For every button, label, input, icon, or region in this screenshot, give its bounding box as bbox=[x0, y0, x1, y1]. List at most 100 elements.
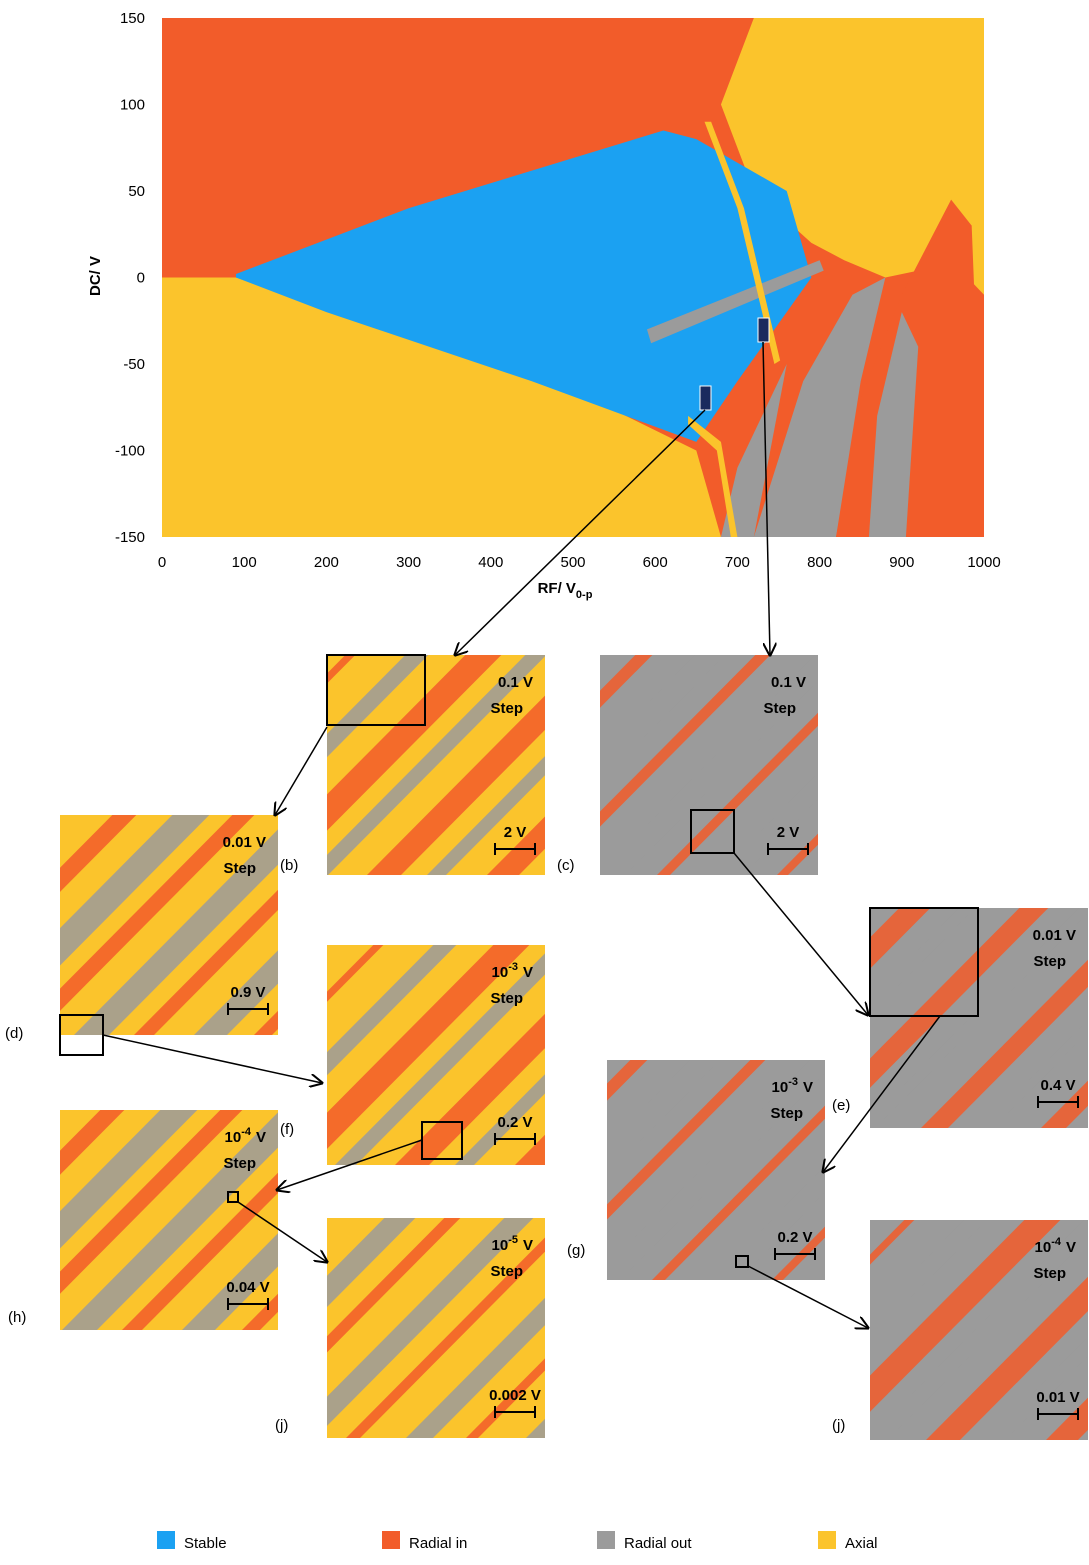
x-tick-label: 800 bbox=[807, 554, 832, 571]
band bbox=[600, 655, 818, 875]
step-base: 10 bbox=[225, 1129, 242, 1146]
region bbox=[720, 364, 787, 537]
panel-content bbox=[870, 1220, 1088, 1440]
scale-bar bbox=[227, 1003, 269, 1015]
x-tick-label: 400 bbox=[478, 554, 503, 571]
panel-label: (c) bbox=[557, 857, 575, 874]
band bbox=[242, 1293, 278, 1330]
band bbox=[254, 1010, 278, 1035]
region bbox=[868, 312, 919, 537]
step-exp: -3 bbox=[508, 961, 518, 973]
step-word: Step bbox=[223, 1155, 256, 1172]
band bbox=[60, 1110, 125, 1175]
band bbox=[921, 959, 1088, 1128]
band bbox=[712, 1166, 825, 1280]
arrow bbox=[747, 1265, 868, 1328]
arrow bbox=[823, 1015, 941, 1172]
panel-label: (h) bbox=[8, 1309, 26, 1326]
x-axis-label-sub: 0-p bbox=[576, 589, 593, 601]
inset-box bbox=[869, 907, 979, 1017]
step-unit: V bbox=[256, 1129, 266, 1146]
zoom-box bbox=[699, 385, 712, 411]
scale-label: 0.2 V bbox=[497, 1114, 532, 1131]
step-value: 0.1 V bbox=[771, 674, 806, 691]
scale-label: 0.01 V bbox=[1036, 1389, 1079, 1406]
arrow bbox=[277, 1139, 423, 1190]
band bbox=[607, 1060, 721, 1175]
step-word: Step bbox=[223, 860, 256, 877]
band bbox=[870, 1220, 988, 1339]
band bbox=[607, 1060, 648, 1101]
x-tick-label: 300 bbox=[396, 554, 421, 571]
band bbox=[74, 829, 278, 1035]
inset-box bbox=[326, 654, 426, 726]
band bbox=[367, 695, 545, 875]
zoom-panel: 0.1 V Step 2 V (b) bbox=[280, 655, 545, 875]
step-exp: -4 bbox=[1051, 1236, 1062, 1248]
y-tick-label: -150 bbox=[115, 529, 145, 546]
step-value: 0.01 V bbox=[1033, 927, 1076, 944]
panel-label: (j) bbox=[832, 1417, 845, 1434]
band bbox=[607, 1060, 766, 1220]
panel-label: (e) bbox=[832, 1097, 850, 1114]
region bbox=[235, 130, 812, 442]
legend-label: Radial out bbox=[624, 1535, 692, 1552]
band bbox=[60, 815, 255, 1011]
band bbox=[327, 655, 356, 684]
x-tick-label: 1000 bbox=[967, 554, 1000, 571]
scale-label: 0.2 V bbox=[777, 1229, 812, 1246]
band bbox=[600, 655, 726, 782]
panel-content bbox=[60, 1110, 278, 1330]
step-label: 10-3 V bbox=[772, 1076, 813, 1096]
x-axis-label: RF/ V0-p bbox=[538, 580, 593, 601]
band bbox=[986, 1337, 1088, 1440]
band bbox=[182, 1233, 278, 1330]
band bbox=[427, 756, 545, 875]
step-label: 0.01 V bbox=[1033, 927, 1076, 944]
band bbox=[60, 1110, 243, 1294]
band bbox=[870, 908, 976, 1015]
step-word: Step bbox=[770, 1105, 803, 1122]
band bbox=[335, 953, 545, 1165]
band bbox=[327, 655, 545, 875]
region bbox=[753, 277, 886, 537]
band bbox=[327, 1218, 534, 1426]
band bbox=[717, 773, 818, 875]
band bbox=[327, 945, 384, 1002]
step-label: 10-4 V bbox=[225, 1126, 266, 1146]
scale-bar bbox=[227, 1298, 269, 1310]
panel-content bbox=[60, 815, 278, 1035]
region bbox=[646, 260, 824, 344]
region bbox=[688, 415, 738, 537]
panel-content bbox=[607, 1060, 825, 1280]
band bbox=[926, 1276, 1088, 1440]
band bbox=[600, 655, 771, 827]
band bbox=[327, 655, 429, 758]
band bbox=[134, 889, 278, 1035]
x-tick-label: 600 bbox=[643, 554, 668, 571]
scale-label: 0.04 V bbox=[226, 1279, 269, 1296]
band bbox=[406, 1297, 545, 1438]
band bbox=[466, 1358, 545, 1438]
band bbox=[652, 1105, 825, 1280]
scale-bar bbox=[774, 1248, 816, 1260]
band bbox=[1041, 1080, 1088, 1128]
step-word: Step bbox=[490, 990, 523, 1007]
legend-label: Stable bbox=[184, 1535, 227, 1552]
band bbox=[487, 816, 545, 875]
step-exp: -3 bbox=[788, 1076, 798, 1088]
band bbox=[194, 950, 278, 1035]
legend-swatch bbox=[382, 1531, 400, 1549]
step-unit: V bbox=[803, 1079, 813, 1096]
zoom-panel: 10-4 V Step 0.04 V (h) bbox=[8, 1110, 278, 1330]
step-word: Step bbox=[490, 1263, 523, 1280]
band bbox=[870, 1220, 1088, 1440]
step-word: Step bbox=[1033, 953, 1066, 970]
legend-label: Axial bbox=[845, 1535, 878, 1552]
step-word: Step bbox=[490, 700, 523, 717]
step-label: 0.01 V bbox=[223, 834, 266, 851]
